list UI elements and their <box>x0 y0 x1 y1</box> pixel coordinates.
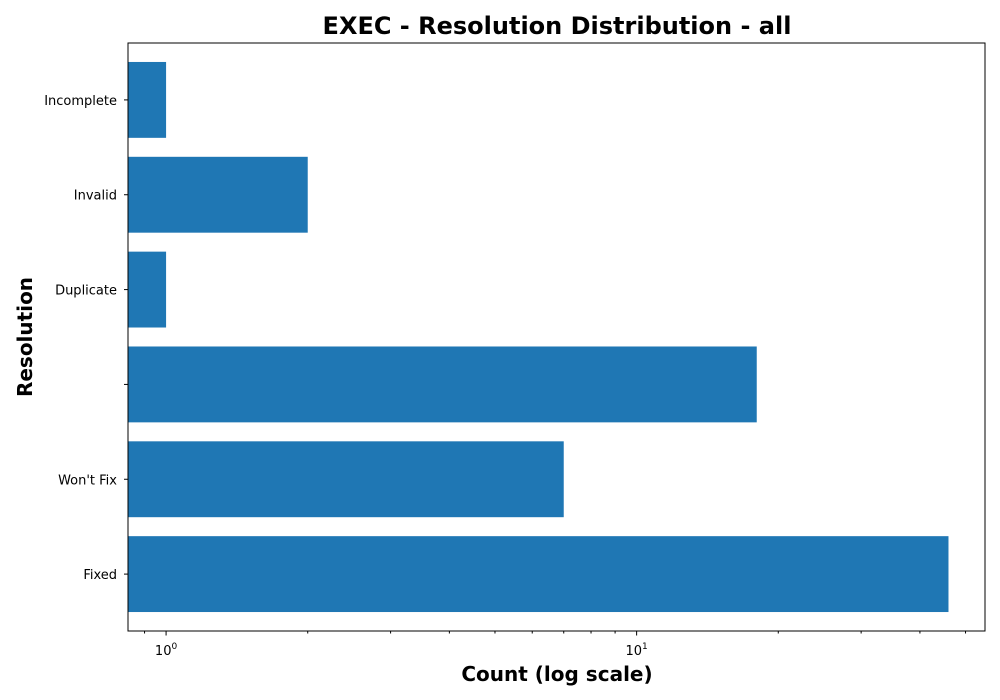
x-tick-label-exponent: 1 <box>642 642 648 652</box>
plot-frame <box>127 42 986 632</box>
bar-duplicate <box>128 251 167 328</box>
x-tick-label-base: 10 <box>625 644 642 659</box>
bar-incomplete <box>128 61 167 138</box>
y-tick-label: Incomplete <box>44 94 117 109</box>
y-tick-label: Won't Fix <box>58 473 117 488</box>
y-ticks-group: Fixed Won't Fix Duplicate Invalid Incomplete <box>44 94 128 583</box>
bar-invalid <box>128 156 308 233</box>
chart-title: EXEC - Resolution Distribution - all <box>323 12 792 40</box>
y-tick-label: Fixed <box>83 568 117 583</box>
y-tick-label: Invalid <box>74 189 117 204</box>
bar-won-t-fix <box>128 441 564 518</box>
bars-group <box>128 61 949 613</box>
x-tick-label-exponent: 0 <box>171 642 177 652</box>
x-axis-label: Count (log scale) <box>461 662 652 686</box>
x-tick-label-base: 10 <box>155 644 172 659</box>
x-tick-label: 101 <box>625 642 647 659</box>
y-axis-label: Resolution <box>13 277 37 397</box>
y-tick-label: Duplicate <box>55 284 117 299</box>
x-tick-label: 100 <box>155 642 178 659</box>
x-ticks-group: 100 101 <box>144 631 967 659</box>
bar-fixed <box>128 536 949 613</box>
bar-blank <box>128 346 757 423</box>
